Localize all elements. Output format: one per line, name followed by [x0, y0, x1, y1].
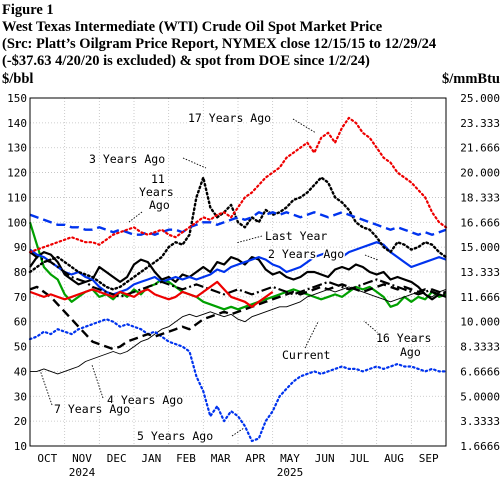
right-tick-label: 25.000 [460, 92, 500, 105]
right-tick-label: 21.666 [460, 142, 500, 155]
left-tick-label: 70 [14, 291, 27, 304]
annotation-label: Ago [400, 345, 421, 359]
series-lines [28, 116, 448, 443]
month-tick-label: APR [245, 452, 265, 465]
right-unit-label: $/mmBtu [442, 71, 500, 87]
annotation-leader [182, 157, 207, 169]
right-tick-label: 20.000 [460, 167, 500, 180]
series-line [28, 318, 448, 443]
axis-labels: 10 1.6666 20 3.3333 30 5.0000 40 6.6666 50 8.3333… [7, 92, 500, 479]
left-tick-label: 80 [14, 266, 27, 279]
right-tick-label: 13.333 [460, 266, 500, 279]
month-tick-label: JAN [141, 452, 161, 465]
year-tick-label: 2025 [277, 466, 304, 479]
right-tick-label: 1.6666 [460, 440, 500, 453]
series-line [29, 283, 447, 351]
month-tick-label: MAY [280, 452, 300, 465]
month-tick-label: MAR [211, 452, 231, 465]
right-tick-label: 23.333 [460, 117, 500, 130]
annotation-label: 11 [151, 172, 165, 186]
annotation-label: Years [139, 185, 174, 199]
annotation-label: Last Year [265, 229, 327, 243]
right-tick-label: 15.000 [460, 241, 500, 254]
month-tick-label: NOV [72, 452, 92, 465]
series-line [28, 176, 448, 291]
month-tick-label: AUG [384, 452, 404, 465]
series-line [29, 251, 447, 298]
month-tick-label: DEC [107, 452, 127, 465]
annotation-leader [292, 118, 317, 134]
right-tick-label: 8.3333 [460, 341, 500, 354]
right-tick-label: 5.0000 [460, 390, 500, 403]
left-tick-label: 60 [14, 316, 27, 329]
month-tick-label: SEP [419, 452, 439, 465]
annotation-label: 16 Years [376, 331, 431, 345]
annotation-label: Current [282, 348, 330, 362]
right-tick-label: 10.000 [460, 316, 500, 329]
month-tick-label: JUL [349, 452, 369, 465]
figure-label: Figure 1 [2, 2, 54, 18]
annotation-label: 17 Years Ago [188, 111, 271, 125]
left-tick-label: 20 [14, 415, 27, 428]
annotation-leader [235, 235, 263, 244]
left-tick-label: 150 [7, 92, 27, 105]
annotation-label: 3 Years Ago [89, 152, 165, 166]
series-line [29, 280, 274, 308]
right-tick-label: 11.666 [460, 291, 500, 304]
annotation-leader [364, 254, 379, 261]
series-line [29, 211, 447, 236]
month-tick-label: JUN [315, 452, 335, 465]
annotation-leader [91, 364, 104, 399]
annotation-label: 7 Years Ago [54, 402, 130, 416]
chart-title-line-1: West Texas Intermediate (WTI) Crude Oil … [2, 19, 383, 35]
plot-frame [29, 97, 447, 447]
right-tick-label: 3.3333 [460, 415, 500, 428]
left-tick-label: 130 [7, 142, 27, 155]
left-tick-label: 90 [14, 241, 27, 254]
annotation-label: 4 Years Ago [107, 393, 183, 407]
annotation-label: 5 Years Ago [137, 429, 213, 443]
year-tick-label: 2024 [69, 466, 96, 479]
left-tick-label: 50 [14, 341, 27, 354]
left-tick-label: 140 [7, 117, 27, 130]
month-tick-label: FEB [176, 452, 196, 465]
month-tick-label: OCT [37, 452, 57, 465]
chart-title-block: Figure 1 West Texas Intermediate (WTI) C… [2, 2, 500, 70]
left-tick-label: 30 [14, 390, 27, 403]
annotation-leader [363, 320, 379, 334]
right-tick-label: 16.666 [460, 216, 500, 229]
left-tick-label: 120 [7, 167, 27, 180]
left-tick-label: 40 [14, 365, 27, 378]
right-tick-label: 18.333 [460, 191, 500, 204]
left-tick-label: 110 [7, 191, 27, 204]
annotation-leader [39, 369, 53, 406]
annotation-leader [304, 321, 319, 349]
series-line [30, 286, 447, 375]
annotation-leader [128, 211, 143, 223]
left-tick-label: 100 [7, 216, 27, 229]
right-tick-label: 6.6666 [460, 365, 500, 378]
chart-title-line-3: (-$37.63 4/20/20 is excluded) & spot fro… [2, 53, 370, 69]
left-tick-label: 10 [14, 440, 27, 453]
series-line [28, 221, 447, 311]
series-line [28, 116, 448, 254]
annotation-leader [231, 427, 245, 437]
chart-title-line-2: (Src: Platt’s Oilgram Price Report, NYME… [2, 36, 437, 52]
annotation-label: Ago [149, 198, 170, 212]
left-unit-label: $/bbl [2, 71, 33, 87]
annotation-label: 2 Years Ago [268, 247, 344, 261]
series-line [29, 251, 447, 301]
series-line [29, 241, 447, 296]
